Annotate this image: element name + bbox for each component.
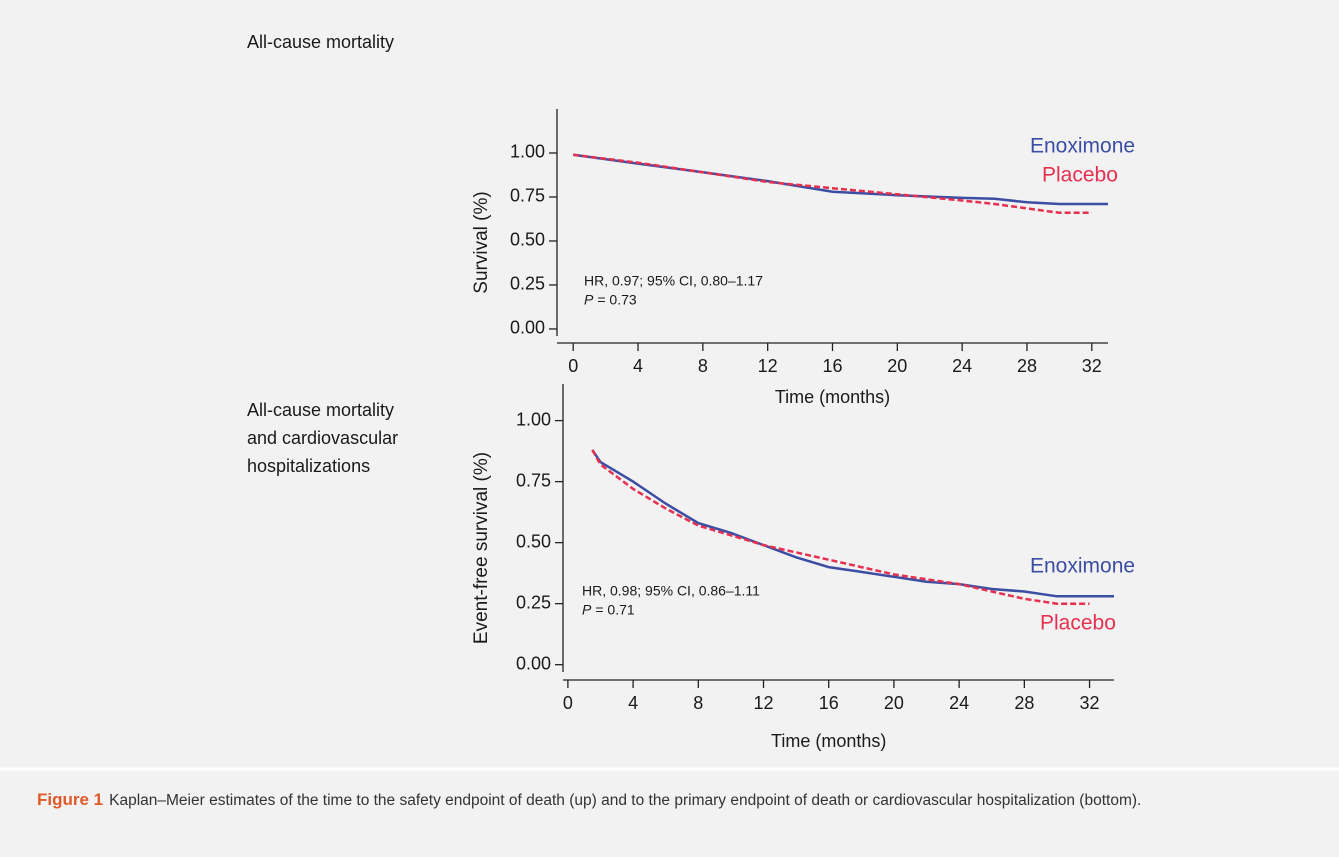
caption: Figure 1 Kaplan–Meier estimates of the ti… [37,786,1305,814]
x-tick-label: 0 [568,356,578,376]
y-tick-label: 0.75 [510,186,545,206]
x-axis-label: Time (months) [775,387,890,407]
y-tick-label: 0.00 [510,318,545,338]
figure-panel [0,0,1339,768]
x-tick-label: 8 [698,356,708,376]
caption-text: Kaplan–Meier estimates of the time to th… [109,792,1142,809]
annotation-p-value: = 0.71 [595,602,635,618]
annotation-p: P [584,292,594,308]
y-axis-label: Event-free survival (%) [471,452,492,644]
x-tick-label: 12 [753,693,773,713]
legend-label: Placebo [1040,612,1116,635]
y-tick-label: 0.25 [510,274,545,294]
annotation: HR, 0.98; 95% CI, 0.86–1.11 [582,583,760,599]
x-tick-label: 0 [563,693,573,713]
y-tick-label: 1.00 [516,409,551,429]
chart-title: hospitalizations [247,456,370,476]
chart-title: All-cause mortality [247,400,394,420]
x-tick-label: 32 [1080,693,1100,713]
x-tick-label: 4 [628,693,638,713]
x-tick-label: 24 [949,693,969,713]
y-axis-label: Survival (%) [471,191,492,293]
y-tick-label: 0.50 [510,230,545,250]
x-tick-label: 16 [819,693,839,713]
x-tick-label: 20 [887,356,907,376]
x-axis-label: Time (months) [771,731,886,751]
y-tick-label: 1.00 [510,142,545,162]
x-tick-label: 28 [1017,356,1037,376]
x-tick-label: 8 [693,693,703,713]
legend-label: Enoximone [1030,135,1135,158]
y-tick-label: 0.50 [516,531,551,551]
x-tick-label: 4 [633,356,643,376]
annotation-p: P [582,602,592,618]
x-tick-label: 12 [758,356,778,376]
x-tick-label: 20 [884,693,904,713]
x-tick-label: 24 [952,356,972,376]
x-tick-label: 32 [1082,356,1102,376]
y-tick-label: 0.25 [516,592,551,612]
survival-line [591,449,1114,598]
legend-label: Enoximone [1030,555,1135,578]
chart-title: and cardiovascular [247,428,398,448]
y-tick-label: 0.75 [516,470,551,490]
annotation: HR, 0.97; 95% CI, 0.80–1.17 [584,273,763,289]
survival-line [591,449,1090,605]
y-tick-label: 0.00 [516,653,551,673]
caption-label: Figure 1 [37,790,104,809]
x-tick-label: 16 [822,356,842,376]
x-tick-label: 28 [1014,693,1034,713]
legend-label: Placebo [1042,164,1118,187]
survival-line [573,153,1092,215]
chart-title: All-cause mortality [247,32,394,52]
annotation-p-value: = 0.73 [597,292,637,308]
